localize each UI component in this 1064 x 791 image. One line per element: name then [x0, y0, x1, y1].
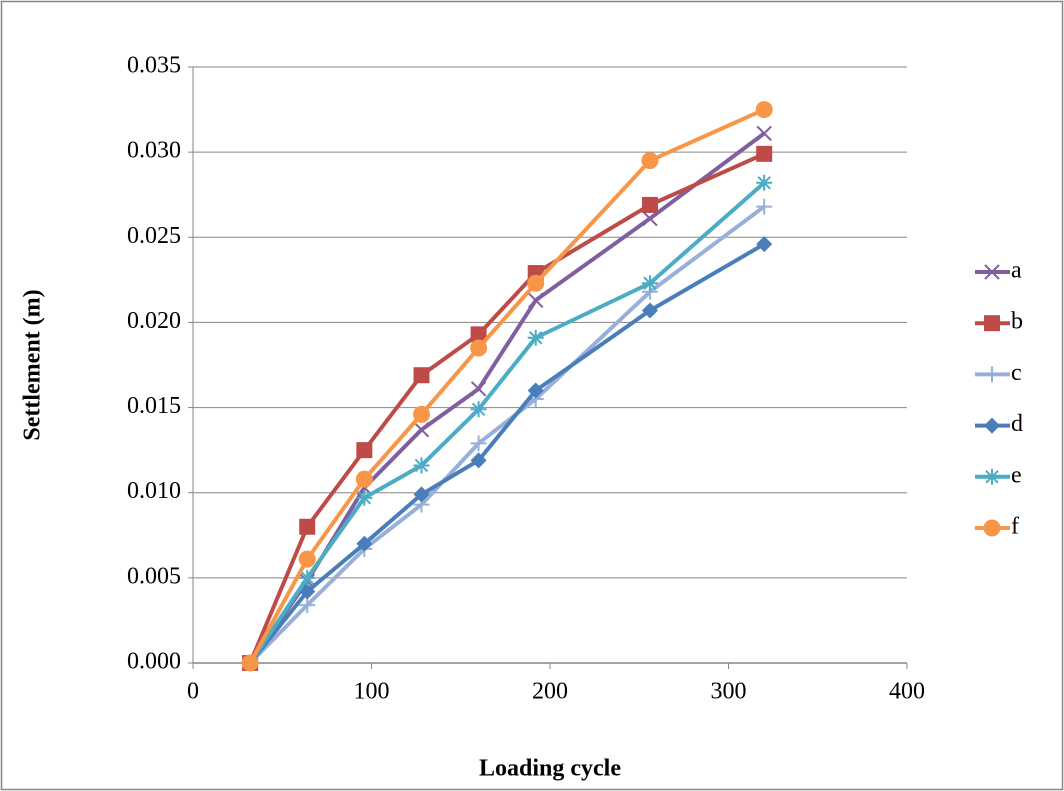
x-tick-label: 0: [187, 679, 199, 705]
marker: [755, 101, 773, 119]
legend-marker: [984, 264, 1000, 280]
marker: [641, 152, 659, 170]
y-axis-label: Settlement (m): [20, 289, 46, 440]
series-line: [248, 242, 766, 665]
marker: [299, 569, 316, 586]
legend-marker: [984, 417, 1000, 434]
y-tick-label: 0.030: [127, 138, 181, 164]
marker: [413, 486, 430, 503]
marker: [470, 381, 487, 397]
legend-marker: [983, 519, 1001, 537]
legend-marker: [984, 366, 1000, 383]
marker: [356, 489, 373, 506]
marker: [756, 125, 772, 142]
legend-marker: [984, 315, 1000, 332]
x-tick-label: 100: [354, 679, 390, 705]
marker: [299, 583, 316, 600]
marker: [470, 401, 487, 418]
y-tick-label: 0.020: [127, 308, 181, 334]
marker: [470, 435, 487, 452]
x-tick-label: 300: [711, 679, 747, 705]
y-tick-label: 0.005: [127, 563, 181, 589]
marker: [527, 382, 544, 399]
y-tick-label: 0.010: [127, 478, 181, 504]
marker: [756, 145, 773, 162]
marker: [413, 367, 430, 384]
x-tick-label: 200: [532, 679, 568, 705]
legend-label: e: [1011, 462, 1022, 488]
y-tick-label: 0.015: [127, 393, 181, 419]
marker: [641, 196, 658, 213]
legend-label: c: [1011, 360, 1022, 386]
series-line: [248, 181, 766, 665]
marker: [413, 422, 430, 438]
y-tick-label: 0.035: [127, 53, 181, 79]
marker: [412, 405, 430, 423]
marker: [299, 518, 316, 535]
legend-label: f: [1011, 514, 1019, 540]
y-tick-label: 0.025: [127, 223, 181, 249]
marker: [527, 274, 545, 292]
legend-label: d: [1011, 411, 1023, 437]
marker: [470, 339, 488, 357]
marker: [528, 292, 544, 308]
marker: [641, 302, 658, 319]
series-line: [248, 107, 766, 664]
legend-marker: [984, 468, 1000, 485]
marker: [470, 452, 487, 469]
series-line: [248, 152, 766, 664]
marker: [756, 236, 773, 253]
legend-label: a: [1011, 258, 1022, 284]
legend-label: b: [1011, 309, 1023, 335]
marker: [641, 275, 658, 292]
marker: [356, 442, 373, 459]
y-tick-label: 0.000: [127, 649, 181, 675]
marker: [241, 654, 259, 672]
x-axis-label: Loading cycle: [479, 756, 621, 782]
marker: [356, 535, 373, 552]
marker: [527, 329, 544, 346]
x-tick-label: 400: [889, 679, 925, 705]
marker: [756, 198, 773, 215]
marker: [299, 597, 316, 614]
series-line: [248, 205, 766, 665]
marker: [413, 457, 430, 474]
marker: [470, 326, 487, 343]
marker: [756, 174, 773, 191]
marker: [355, 470, 373, 488]
marker: [298, 550, 316, 568]
marker: [642, 210, 658, 227]
